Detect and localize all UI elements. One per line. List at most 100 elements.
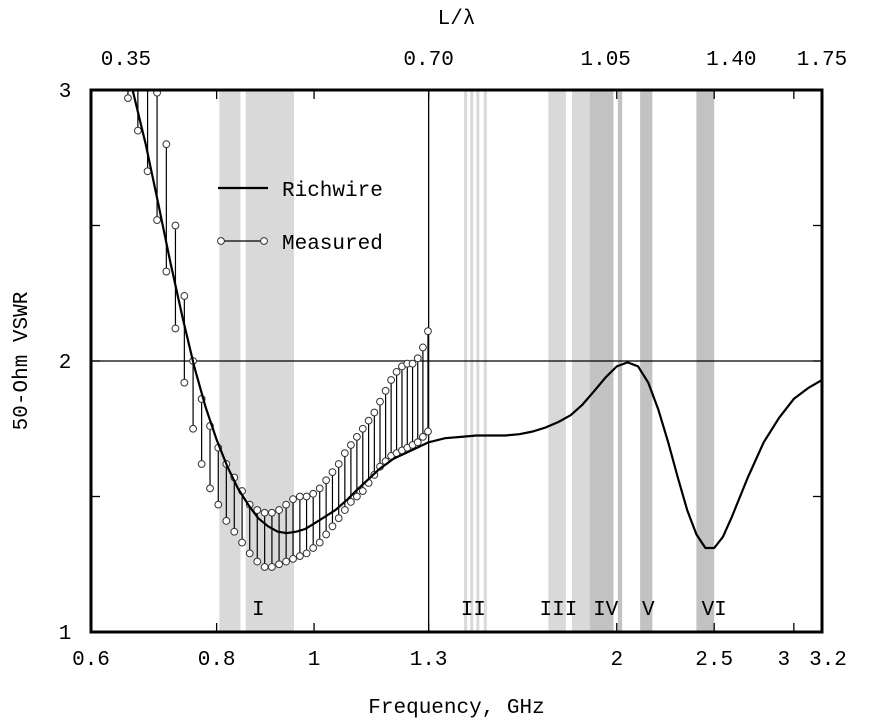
- measured-point-low: [347, 498, 355, 506]
- measured-point-low: [282, 557, 291, 566]
- band-label-6: VI: [702, 599, 727, 622]
- measured-point-high: [282, 500, 291, 509]
- measured-point-low: [302, 549, 311, 558]
- measured-point-high: [381, 386, 390, 395]
- measured-point-low: [289, 554, 297, 563]
- measured-point-low: [315, 538, 324, 547]
- measured-point-low: [153, 216, 161, 224]
- measured-point-high: [162, 140, 171, 149]
- measured-point-high: [334, 460, 343, 468]
- measured-point-low: [268, 563, 276, 571]
- legend-label-measured: Measured: [282, 233, 383, 256]
- measured-point-low: [352, 492, 361, 501]
- measured-point-low: [413, 438, 422, 447]
- band-label-2: II: [461, 599, 486, 622]
- x-tick-label: 0.6: [72, 649, 110, 672]
- measured-point-high: [340, 449, 349, 458]
- measured-point-low: [309, 544, 318, 552]
- x-tick-label: 3.2: [809, 649, 847, 672]
- measured-point-low: [253, 557, 262, 566]
- measured-point-low: [275, 560, 283, 569]
- band-label-1: I: [252, 599, 265, 622]
- legend: Richwire Measured: [217, 180, 383, 256]
- measured-point-low: [238, 538, 246, 547]
- measured-point-low: [214, 500, 223, 509]
- x2-tick-label: 0.35: [101, 49, 151, 72]
- reference-lines: [91, 90, 822, 632]
- measured-point-low: [418, 432, 427, 441]
- measured-point-low: [197, 460, 206, 468]
- y-tick-label: 3: [59, 81, 72, 104]
- labels: I II III IV V VI0.6 0.8 1 1.3 2 2.5 3 3.20.35 0.70 1.0…: [11, 8, 847, 720]
- measured-point-high: [302, 492, 311, 501]
- measured-point-low: [322, 530, 331, 539]
- measured-point-high: [322, 476, 331, 485]
- measured-point-high: [260, 508, 269, 517]
- axes: [89, 88, 824, 634]
- series-richwire: [131, 89, 823, 550]
- x2-tick-label: 1.05: [580, 49, 630, 72]
- legend-label-richwire: Richwire: [282, 180, 383, 203]
- band-label-5: V: [642, 599, 655, 622]
- measured-point-high: [352, 432, 361, 441]
- x-tick-label: 1.3: [410, 649, 448, 672]
- measured-point-high: [392, 367, 401, 376]
- measured-point-low: [124, 94, 132, 103]
- measured-point-low: [358, 487, 367, 495]
- measured-point-low: [222, 516, 231, 525]
- measured-point-low: [334, 514, 343, 523]
- band-label-3: III: [540, 599, 578, 622]
- measured-point-low: [295, 552, 304, 561]
- x2-tick-label: 1.40: [706, 49, 756, 72]
- measured-point-low: [133, 126, 142, 135]
- x-tick-label: 2: [610, 649, 623, 672]
- band-label-4: IV: [593, 599, 619, 622]
- y-tick-label: 1: [59, 623, 72, 646]
- measured-point-high: [289, 495, 297, 504]
- measured-point-low: [328, 522, 337, 531]
- measured-point-high: [408, 359, 417, 368]
- x-tick-label: 2.5: [695, 649, 733, 672]
- x2-axis-title: L/λ: [438, 8, 476, 31]
- measured-point-high: [268, 508, 276, 517]
- measured-point-high: [370, 408, 379, 417]
- measured-point-high: [387, 376, 396, 384]
- measured-point-high: [309, 489, 318, 498]
- measured-point-high: [418, 343, 427, 352]
- measured-point-high: [253, 506, 262, 514]
- measured-point-low: [189, 424, 197, 433]
- x2-tick-label: 0.70: [403, 49, 453, 72]
- measured-point-low: [230, 527, 239, 536]
- measured-point-high: [424, 327, 432, 336]
- measured-point-low: [206, 484, 214, 493]
- measured-point-high: [180, 292, 189, 300]
- measured-point-high: [347, 441, 355, 449]
- legend-swatch-measured-marker: [260, 237, 268, 245]
- series-measured: [124, 88, 432, 571]
- measured-point-low: [245, 549, 254, 558]
- measured-point-high: [315, 484, 324, 493]
- measured-point-high: [275, 506, 283, 514]
- x-tick-label: 3: [778, 649, 791, 672]
- legend-swatch-measured-marker: [217, 237, 225, 245]
- measured-point-high: [328, 468, 337, 477]
- measured-point-low: [162, 267, 171, 276]
- y-axis-title: 50-Ohm VSWR: [11, 291, 34, 430]
- x-tick-label: 1: [308, 649, 321, 672]
- measured-point-low: [260, 563, 269, 571]
- measured-point-high: [364, 416, 373, 425]
- measured-point-high: [358, 424, 367, 433]
- measured-point-high: [295, 492, 304, 501]
- x-tick-label: 0.8: [198, 649, 236, 672]
- measured-point-high: [376, 397, 384, 406]
- x-axis-title: Frequency, GHz: [368, 697, 544, 720]
- measured-point-low: [171, 324, 180, 333]
- measured-point-high: [413, 354, 422, 363]
- y-tick-label: 2: [59, 352, 72, 375]
- richwire-line: [131, 89, 823, 550]
- measured-point-low: [180, 378, 189, 387]
- measured-point-high: [171, 221, 180, 230]
- x2-tick-label: 1.75: [797, 49, 847, 72]
- measured-point-low: [340, 506, 349, 514]
